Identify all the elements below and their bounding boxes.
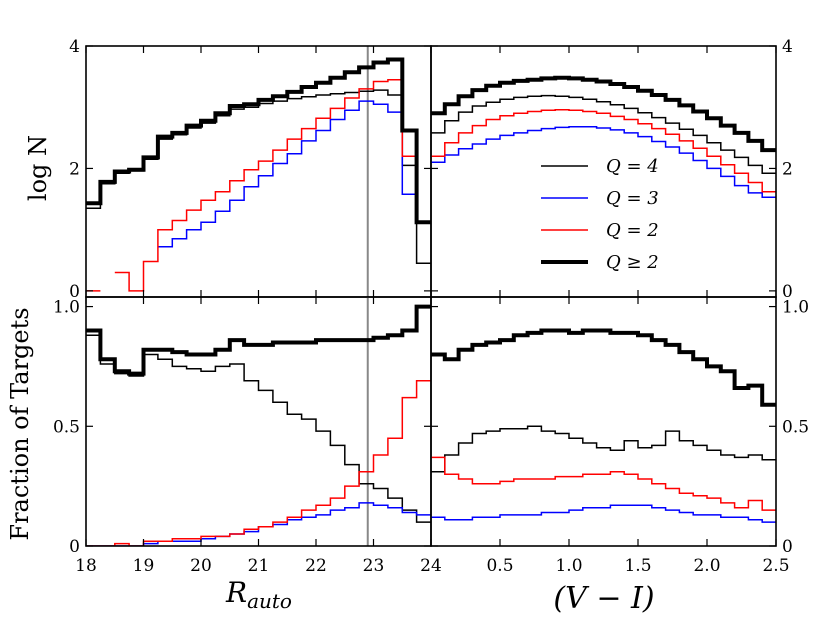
series-Q-2-step xyxy=(86,380,431,546)
ylabel-top: log N xyxy=(24,135,52,201)
x-tick-label: 20 xyxy=(190,556,212,576)
panel-top_left: 0 2 4 xyxy=(69,37,432,302)
y-tick-label: 4 xyxy=(782,37,793,57)
y-tick-label: 0 xyxy=(69,537,80,557)
legend-label: Q = 3 xyxy=(606,188,659,209)
x-tick-label: 21 xyxy=(248,556,270,576)
y-tick-label: 0 xyxy=(782,537,793,557)
panel-bottom_left: 18 19 20 21 22 23 24 0 0.5 1.0 xyxy=(53,296,442,576)
axes-frame xyxy=(430,45,777,298)
xlabel-right: (V − I) xyxy=(553,581,654,616)
x-tick-label: 0.5 xyxy=(486,556,513,576)
x-tick-label: 22 xyxy=(305,556,327,576)
y-tick-label: 0.5 xyxy=(53,417,80,437)
xlabel-left: Rauto xyxy=(225,576,292,613)
x-tick-label: 2.5 xyxy=(762,556,789,576)
series-Q-2-step xyxy=(86,304,431,376)
panel-top_right: 0 2 4 xyxy=(430,37,793,302)
y-tick-label: 2 xyxy=(782,159,793,179)
axes-frame xyxy=(430,296,777,547)
series-Q-2-step xyxy=(431,108,776,193)
y-tick-label: 0.5 xyxy=(782,417,809,437)
x-tick-label: 1.5 xyxy=(624,556,651,576)
x-tick-label: 23 xyxy=(363,556,385,576)
x-tick-label: 24 xyxy=(420,556,442,576)
series-Q-4-step xyxy=(86,334,431,523)
series-Q-4-step xyxy=(431,94,776,175)
series-Q-4-step xyxy=(431,425,776,473)
x-tick-label: 1.0 xyxy=(555,556,582,576)
legend-label: Q = 2 xyxy=(606,220,659,241)
legend-label: Q ≥ 2 xyxy=(606,252,659,273)
y-tick-label: 0 xyxy=(782,282,793,302)
x-tick-label: 2.0 xyxy=(693,556,720,576)
y-tick-label: 1.0 xyxy=(53,298,80,318)
series-Q-2-step xyxy=(86,57,431,225)
legend: Q = 4 Q = 3 Q = 2 Q ≥ 2 xyxy=(541,156,659,273)
panel-bottom_right: 0.5 1.0 1.5 2.0 2.50 0.5 1.0 xyxy=(430,296,809,576)
ylabel-bottom: Fraction of Targets xyxy=(6,307,34,540)
y-tick-label: 0 xyxy=(69,282,80,302)
xlabel-left-sub: auto xyxy=(247,589,292,613)
series-Q-2-step xyxy=(431,456,776,511)
axes-frame xyxy=(85,296,432,547)
y-tick-label: 1.0 xyxy=(782,298,809,318)
y-tick-label: 2 xyxy=(69,159,80,179)
xlabel-left-main: R xyxy=(225,576,247,609)
x-tick-label: 18 xyxy=(75,556,97,576)
series-Q-3-step xyxy=(431,126,776,198)
x-tick-label: 19 xyxy=(133,556,155,576)
series-Q-2-step xyxy=(431,75,776,153)
legend-label: Q = 4 xyxy=(606,156,659,177)
y-tick-label: 4 xyxy=(69,37,80,57)
series-Q-2-step xyxy=(431,328,776,407)
series-Q-3-step xyxy=(157,100,417,248)
series-Q-3-step xyxy=(431,504,776,523)
